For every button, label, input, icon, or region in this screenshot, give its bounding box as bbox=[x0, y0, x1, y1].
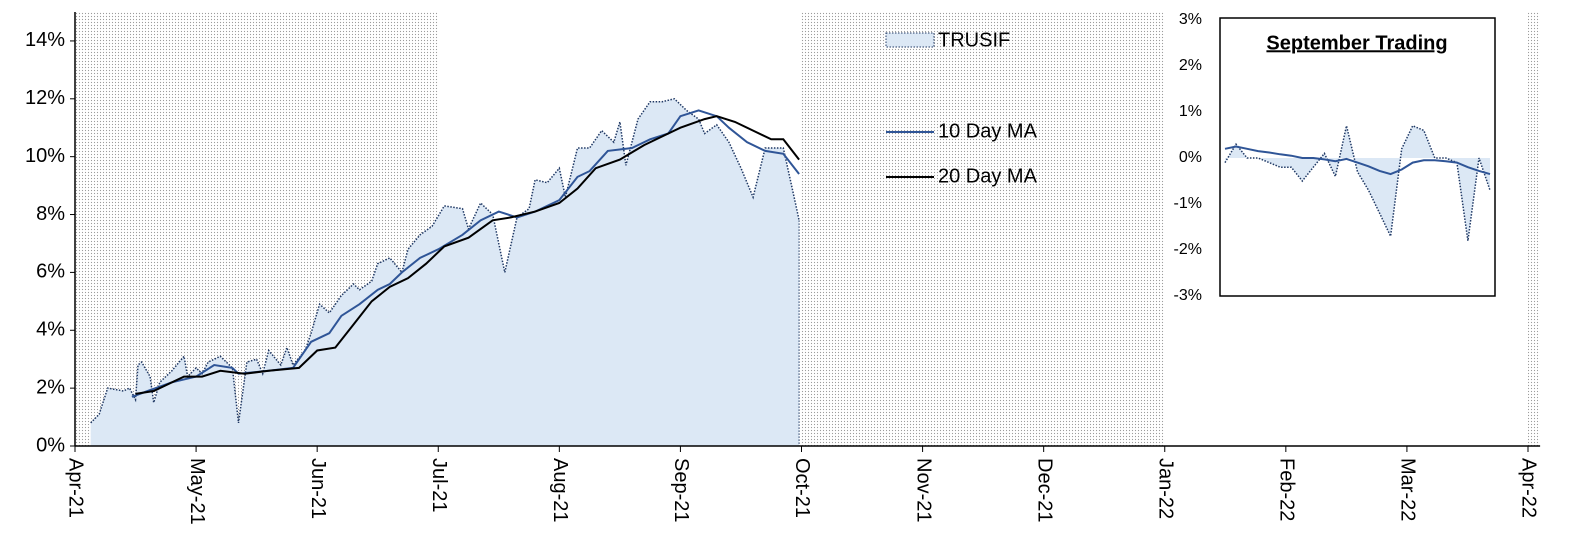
inset-y-tick-label: 3% bbox=[1179, 11, 1202, 28]
legend-label: TRUSIF bbox=[938, 29, 1010, 51]
x-tick-label: Oct-21 bbox=[791, 458, 813, 518]
y-tick-label: 2% bbox=[36, 376, 65, 398]
shade-band bbox=[1528, 12, 1540, 446]
x-tick-label: Jan-22 bbox=[1154, 458, 1176, 519]
x-tick-label: Sep-21 bbox=[670, 458, 692, 523]
y-tick-label: 14% bbox=[25, 29, 65, 51]
x-tick-label: Apr-22 bbox=[1518, 458, 1540, 518]
inset-title: September Trading bbox=[1266, 32, 1447, 54]
x-tick-label: May-21 bbox=[186, 458, 208, 525]
line bbox=[135, 115, 800, 395]
legend-swatch bbox=[885, 32, 935, 48]
y-tick-label: 10% bbox=[25, 145, 65, 167]
inset-y-tick-label: 0% bbox=[1179, 149, 1202, 166]
inset-frame bbox=[1219, 17, 1496, 297]
legend-label: 20 Day MA bbox=[938, 165, 1038, 187]
x-tick-label: Apr-21 bbox=[65, 458, 87, 518]
x-tick-label: Jul-21 bbox=[428, 458, 450, 512]
x-tick-label: Feb-22 bbox=[1276, 458, 1298, 521]
x-tick-label: Dec-21 bbox=[1033, 458, 1055, 522]
x-tick-label: Nov-21 bbox=[912, 458, 934, 522]
legend-swatch bbox=[886, 80, 934, 94]
x-tick-label: Aug-21 bbox=[549, 458, 571, 523]
y-tick-label: 12% bbox=[25, 87, 65, 109]
legend-label: 10 Day MA bbox=[938, 120, 1038, 142]
x-tick-label: Jun-21 bbox=[307, 458, 329, 519]
y-tick-label: 4% bbox=[36, 319, 65, 341]
legend: TRUSIF 10 Day MA 20 Day MA bbox=[885, 29, 1038, 187]
area-outline bbox=[1224, 124, 1491, 241]
y-tick-label: 8% bbox=[36, 203, 65, 225]
x-tick-label: Mar-22 bbox=[1397, 458, 1419, 521]
y-tick-label: 0% bbox=[36, 434, 65, 456]
inset-y-tick-label: 2% bbox=[1179, 57, 1202, 74]
shade-band bbox=[801, 12, 1165, 446]
area bbox=[1225, 125, 1490, 241]
y-tick-label: 6% bbox=[36, 261, 65, 283]
inset-y-tick-label: -2% bbox=[1174, 241, 1202, 258]
line bbox=[1224, 145, 1491, 176]
inset-y-tick-label: -3% bbox=[1174, 287, 1202, 304]
area bbox=[90, 98, 800, 447]
inset-y-tick-label: 1% bbox=[1179, 103, 1202, 120]
inset-y-tick-label: -1% bbox=[1174, 195, 1202, 212]
